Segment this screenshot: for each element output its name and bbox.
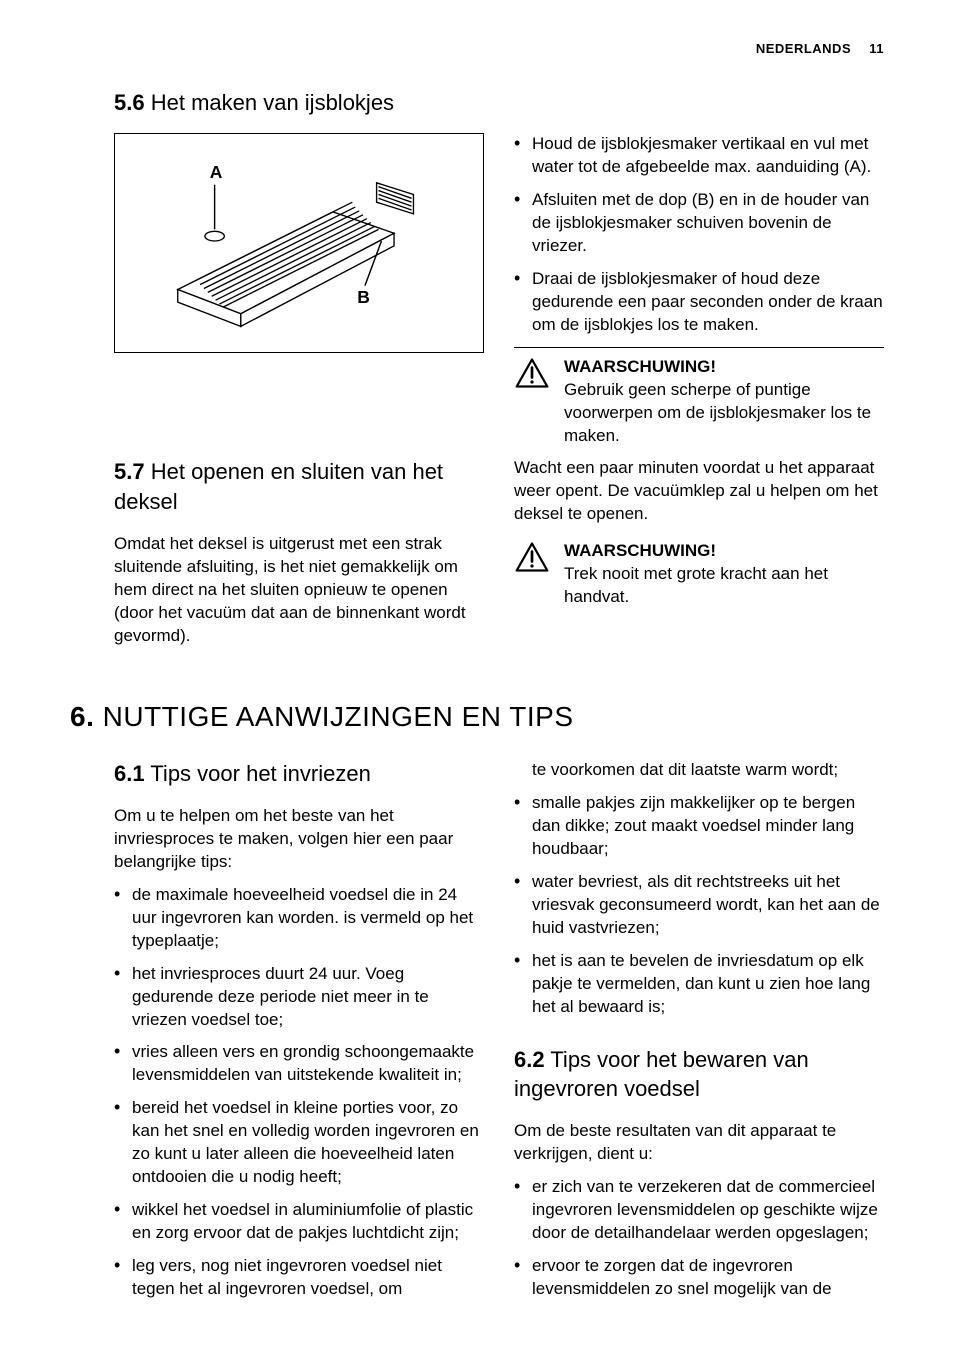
warning-icon [514, 540, 550, 574]
section-number: 5.6 [114, 90, 145, 115]
s62-bullets: er zich van te verzekeren dat de commerc… [514, 1176, 884, 1301]
list-item: ervoor te zorgen dat de ingevroren leven… [514, 1255, 884, 1301]
section-number: 5.7 [114, 459, 145, 484]
chapter-6-heading: 6. NUTTIGE AANWIJZINGEN EN TIPS [70, 698, 884, 736]
warning-text-wrap: WAARSCHUWING! Gebruik geen scherpe of pu… [564, 356, 884, 448]
list-item: smalle pakjes zijn makkelijker op te ber… [514, 792, 884, 861]
list-item: Houd de ijsblokjesmaker vertikaal en vul… [514, 133, 884, 179]
left-col-5-6: A [70, 133, 484, 451]
figure-label-a: A [210, 162, 223, 182]
page-number: 11 [869, 41, 884, 56]
section-number: 6.1 [114, 761, 145, 786]
s61-bullets-left: de maximale hoeveelheid voedsel die in 2… [114, 884, 484, 1301]
warning-icon [514, 356, 550, 390]
section-5-6-body: A [70, 133, 884, 451]
section-title: Het maken van ijsblokjes [151, 90, 394, 115]
s57-wait: Wacht een paar minuten voordat u het app… [514, 457, 884, 526]
s62-intro: Om de beste resultaten van dit apparaat … [514, 1120, 884, 1166]
chapter-number: 6. [70, 701, 94, 732]
warning-5-6: WAARSCHUWING! Gebruik geen scherpe of pu… [514, 347, 884, 448]
s61-continuation: te voorkomen dat dit laatste warm wordt; [514, 759, 884, 782]
warning-text-wrap: WAARSCHUWING! Trek nooit met grote krach… [564, 540, 884, 609]
list-item: het invriesproces duurt 24 uur. Voeg ged… [114, 963, 484, 1032]
ice-tray-svg: A [129, 144, 469, 338]
warning-5-7: WAARSCHUWING! Trek nooit met grote krach… [514, 540, 884, 609]
warning-title: WAARSCHUWING! [564, 356, 884, 379]
section-5-7-heading: 5.7 Het openen en sluiten van het deksel [114, 457, 484, 516]
section-title: Tips voor het invriezen [150, 761, 371, 786]
s56-bullets: Houd de ijsblokjesmaker vertikaal en vul… [514, 133, 884, 337]
chapter-title: NUTTIGE AANWIJZINGEN EN TIPS [103, 701, 574, 732]
ice-tray-figure: A [114, 133, 484, 353]
section-5-6-heading: 5.6 Het maken van ijsblokjes [114, 88, 884, 118]
warning-body: Gebruik geen scherpe of puntige voorwerp… [564, 380, 871, 445]
chapter-6-body: 6.1 Tips voor het invriezen Om u te help… [70, 759, 884, 1311]
section-title: Tips voor het bewaren van ingevroren voe… [514, 1047, 809, 1102]
list-item: leg vers, nog niet ingevroren voedsel ni… [114, 1255, 484, 1301]
right-col-5-7: Wacht een paar minuten voordat u het app… [514, 457, 884, 657]
left-col-5-7: 5.7 Het openen en sluiten van het deksel… [70, 457, 484, 657]
left-col-ch6: 6.1 Tips voor het invriezen Om u te help… [70, 759, 484, 1311]
section-5-6-heading-wrap: 5.6 Het maken van ijsblokjes [70, 88, 884, 118]
section-number: 6.2 [514, 1047, 545, 1072]
section-5-7: 5.7 Het openen en sluiten van het deksel… [70, 457, 884, 657]
section-6-2: 6.2 Tips voor het bewaren van ingevroren… [514, 1045, 884, 1301]
list-item: vries alleen vers en grondig schoongemaa… [114, 1041, 484, 1087]
list-item: bereid het voedsel in kleine porties voo… [114, 1097, 484, 1189]
section-6-1-heading: 6.1 Tips voor het invriezen [114, 759, 484, 789]
s57-intro: Omdat het deksel is uitgerust met een st… [114, 533, 484, 648]
list-item: Afsluiten met de dop (B) en in de houder… [514, 189, 884, 258]
list-item: er zich van te verzekeren dat de commerc… [514, 1176, 884, 1245]
s61-intro: Om u te helpen om het beste van het invr… [114, 805, 484, 874]
right-col-ch6: te voorkomen dat dit laatste warm wordt;… [514, 759, 884, 1311]
right-col-5-6: Houd de ijsblokjesmaker vertikaal en vul… [514, 133, 884, 451]
list-item: water bevriest, als dit rechtstreeks uit… [514, 871, 884, 940]
list-item: Draai de ijsblokjesmaker of houd deze ge… [514, 268, 884, 337]
warning-title: WAARSCHUWING! [564, 540, 884, 563]
list-item: de maximale hoeveelheid voedsel die in 2… [114, 884, 484, 953]
section-6-2-heading: 6.2 Tips voor het bewaren van ingevroren… [514, 1045, 884, 1104]
warning-body: Trek nooit met grote kracht aan het hand… [564, 564, 828, 606]
figure-label-b: B [357, 287, 370, 307]
page-header: NEDERLANDS 11 [70, 40, 884, 58]
section-title: Het openen en sluiten van het deksel [114, 459, 443, 514]
s61-bullets-right: smalle pakjes zijn makkelijker op te ber… [514, 792, 884, 1018]
language-label: NEDERLANDS [756, 41, 851, 56]
list-item: het is aan te bevelen de invriesdatum op… [514, 950, 884, 1019]
list-item: wikkel het voedsel in aluminiumfolie of … [114, 1199, 484, 1245]
